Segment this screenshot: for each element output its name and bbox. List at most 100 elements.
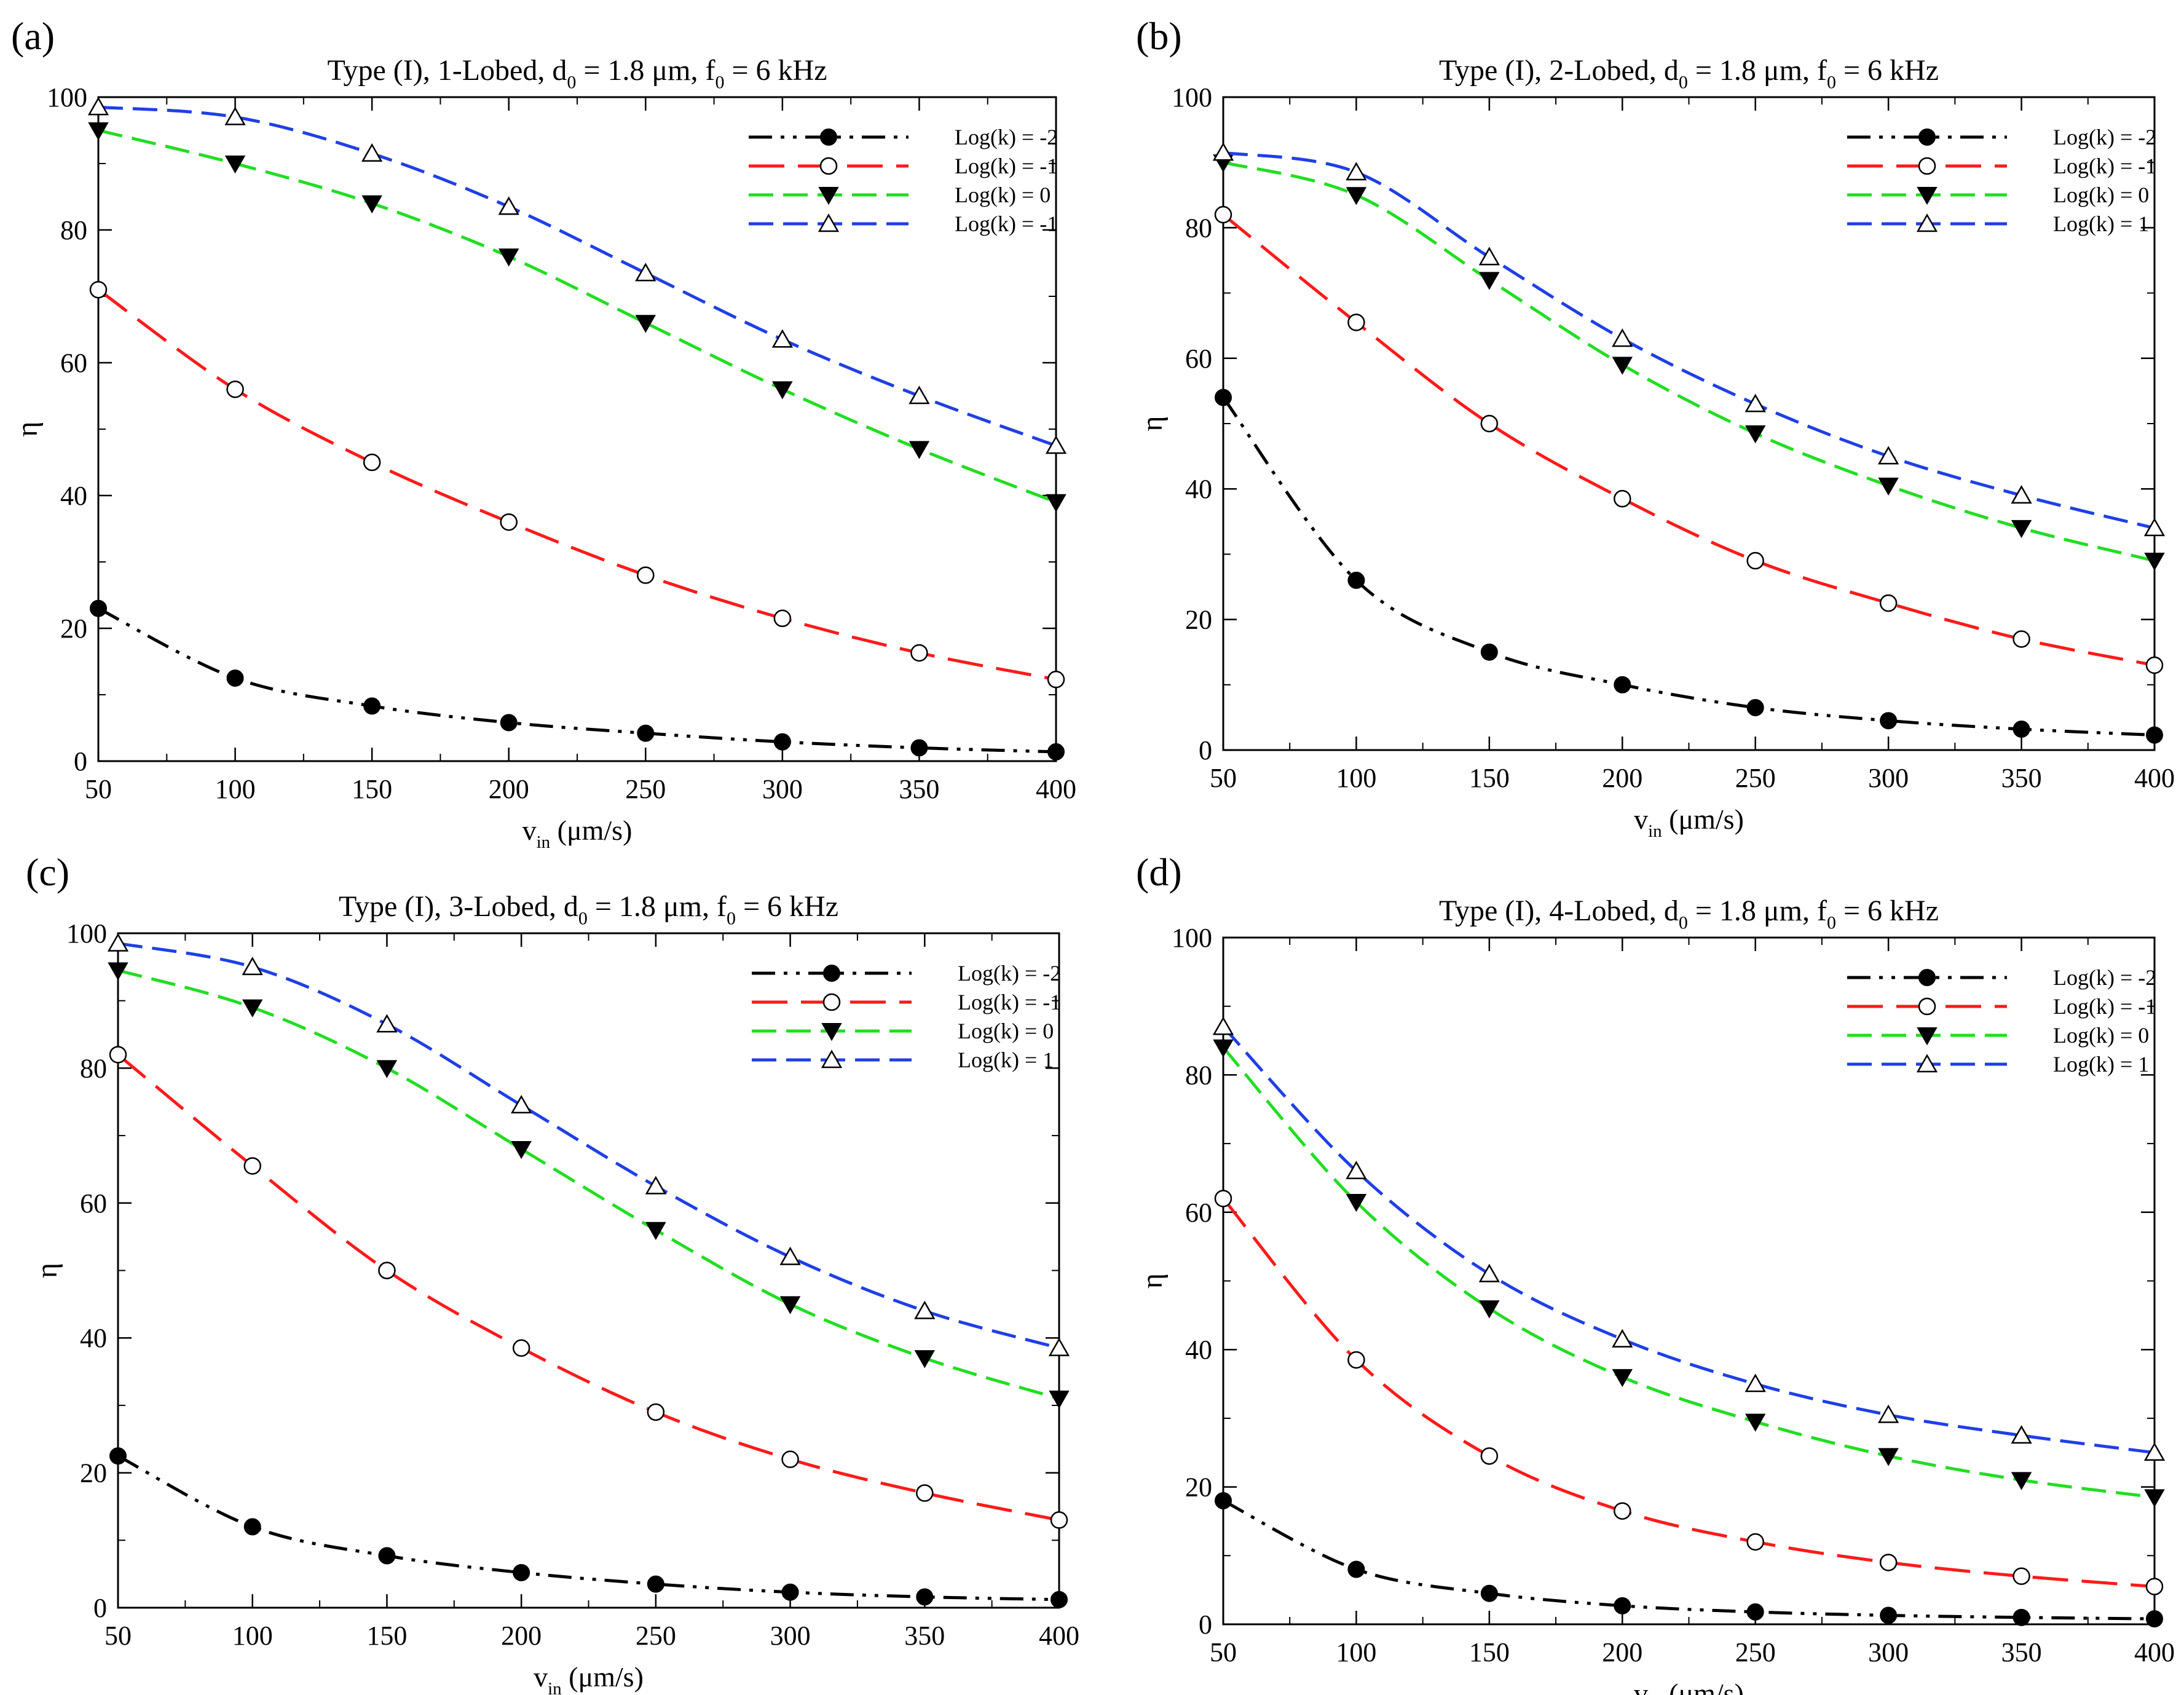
- legend-marker: [821, 1049, 843, 1069]
- x-tick-label: 250: [1735, 763, 1776, 793]
- data-point: [361, 143, 383, 162]
- subscript: 0: [727, 908, 736, 928]
- y-tick-label: 100: [47, 82, 87, 113]
- data-point: [2143, 1442, 2166, 1461]
- x-axis-label: vin (μm/s): [1634, 1678, 1744, 1695]
- y-tick-label: 40: [80, 1323, 107, 1353]
- plot-frame: [97, 96, 1057, 762]
- x-tick-label: 200: [501, 1621, 542, 1651]
- data-point: [226, 380, 244, 398]
- data-point: [2011, 485, 2032, 504]
- data-point: [2013, 630, 2030, 648]
- data-point: [88, 122, 109, 141]
- subscript: in: [548, 1679, 562, 1695]
- legend-marker: [1916, 1054, 1938, 1073]
- y-tick-label: 100: [1172, 923, 1212, 953]
- text-part: = 6 kHz: [1836, 895, 1939, 927]
- data-point: [1047, 743, 1065, 761]
- data-point: [773, 609, 792, 628]
- y-tick-label: 60: [1185, 1198, 1212, 1228]
- series-line: [1222, 1197, 2155, 1589]
- data-point: [635, 315, 656, 333]
- chart-title: Type (I), 2-Lobed, d0 = 1.8 μm, f0 = 6 k…: [1439, 54, 1939, 92]
- series-2: [1213, 1039, 2165, 1507]
- legend-label: Log(k) = 0: [2053, 183, 2149, 207]
- y-tick-label: 40: [1185, 474, 1212, 504]
- y-tick-label: 80: [60, 215, 87, 245]
- data-point: [1346, 1194, 1367, 1212]
- x-tick-label: 300: [762, 774, 803, 804]
- legend-label: Log(k) = -2: [958, 961, 1061, 986]
- data-point: [1614, 489, 1631, 508]
- data-point: [773, 733, 791, 751]
- data-point: [771, 329, 794, 348]
- legend-marker: [819, 157, 838, 175]
- data-point: [1480, 414, 1499, 433]
- data-point: [1746, 551, 1764, 570]
- data-point: [2143, 518, 2166, 537]
- data-point: [243, 1157, 261, 1175]
- data-point: [90, 599, 107, 617]
- data-point: [1049, 1390, 1070, 1409]
- text-part: = 1.8 μm, f: [1688, 54, 1827, 87]
- series-line: [1222, 1025, 2155, 1455]
- data-point: [2013, 721, 2030, 738]
- data-point: [1212, 1016, 1234, 1035]
- y-tick-label: 80: [1185, 213, 1212, 243]
- data-point: [108, 962, 128, 981]
- data-point: [1746, 698, 1764, 716]
- x-tick-label: 100: [1336, 763, 1376, 793]
- series-3: [1212, 142, 2166, 537]
- data-point: [378, 1262, 396, 1279]
- x-tick-label: 100: [232, 1621, 273, 1651]
- legend-label: Log(k) = 1: [958, 1048, 1054, 1072]
- legend-marker: [821, 1023, 842, 1041]
- data-point: [2144, 553, 2165, 571]
- data-point: [637, 566, 655, 584]
- chart-panel-a: (a)Type (I), 1-Lobed, d0 = 1.8 μm, f0 = …: [11, 14, 1076, 852]
- y-axis-label: η: [31, 1263, 63, 1278]
- data-point: [781, 1450, 799, 1468]
- series-line: [117, 1053, 1060, 1522]
- chart-panel-d: (d)Type (I), 4-Lobed, d0 = 1.8 μm, f0 = …: [1136, 850, 2175, 1695]
- y-tick-label: 60: [60, 348, 87, 378]
- series-line: [1222, 1046, 2155, 1499]
- data-point: [1051, 1590, 1068, 1608]
- data-point: [1347, 571, 1365, 589]
- data-point: [498, 248, 519, 267]
- data-point: [647, 1403, 665, 1421]
- subscript: 0: [567, 72, 576, 92]
- y-tick-label: 60: [1185, 344, 1212, 374]
- y-tick-label: 0: [74, 746, 87, 776]
- subscript: 0: [1679, 912, 1688, 933]
- legend: Log(k) = -2 Log(k) = -1 Log(k) = 0 Log(k) =…: [1847, 965, 2156, 1077]
- x-tick-label: 400: [2134, 1637, 2175, 1667]
- panel-label: (a): [11, 14, 55, 58]
- data-point: [1346, 162, 1367, 181]
- x-tick-label: 350: [2001, 1637, 2042, 1667]
- plot-frame: [1222, 96, 2156, 751]
- legend: Log(k) = -2 Log(k) = -1 Log(k) = 0 Log(k) =…: [752, 961, 1061, 1072]
- chart-title: Type (I), 3-Lobed, d0 = 1.8 μm, f0 = 6 k…: [339, 890, 838, 928]
- data-point: [1878, 1448, 1899, 1466]
- legend-label: Log(k) = -1: [958, 990, 1061, 1014]
- series-1: [89, 280, 1065, 689]
- legend-marker: [822, 993, 841, 1011]
- data-point: [1880, 712, 1898, 730]
- series-3: [107, 933, 1070, 1356]
- data-point: [909, 441, 930, 459]
- data-point: [2146, 1610, 2163, 1628]
- data-point: [109, 1046, 127, 1064]
- y-tick-label: 0: [1199, 1610, 1212, 1640]
- data-point: [1612, 328, 1633, 347]
- legend: Log(k) = -2 Log(k) = -1 Log(k) = 0 Log(k) =…: [1847, 125, 2156, 236]
- x-tick-label: 400: [2134, 763, 2175, 793]
- data-point: [242, 957, 263, 976]
- data-point: [916, 1484, 934, 1502]
- data-point: [87, 97, 109, 116]
- data-point: [1612, 1329, 1633, 1348]
- data-point: [910, 739, 928, 757]
- data-point: [1879, 1554, 1898, 1571]
- text-part: v: [1634, 1678, 1648, 1695]
